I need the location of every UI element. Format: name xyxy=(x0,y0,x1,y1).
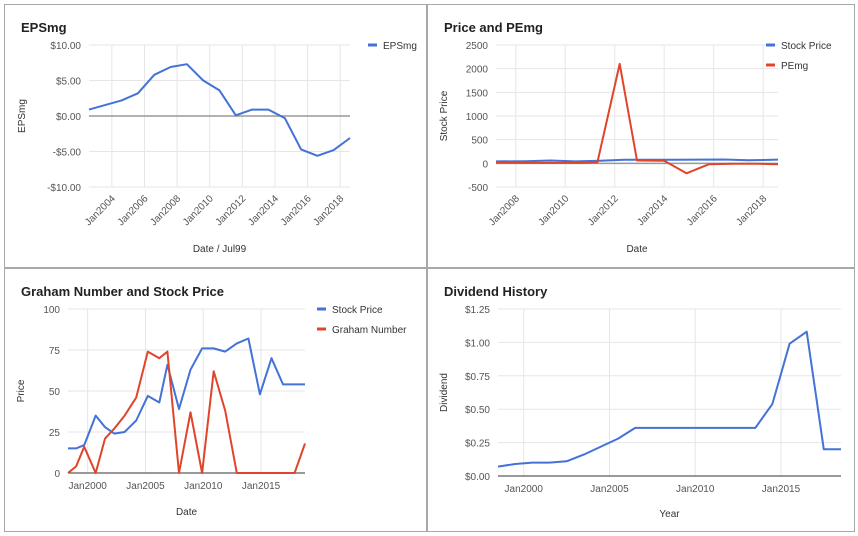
series-line-dividend xyxy=(497,330,841,468)
series-line-pemg xyxy=(495,62,779,175)
y-axis-title: Stock Price xyxy=(439,90,450,141)
y-tick-label: $5.00 xyxy=(56,77,81,88)
y-tick-label: 25 xyxy=(49,428,61,439)
y-tick-label: 1500 xyxy=(466,88,489,99)
y-tick-label: $0.25 xyxy=(465,439,490,450)
x-tick-label: Jan2010 xyxy=(536,193,571,228)
y-tick-label: 500 xyxy=(471,136,488,147)
legend-label: Stock Price xyxy=(781,41,832,52)
eps-chart: $10.00$5.00$0.00-$5.00-$10.00Jan2004Jan2… xyxy=(17,41,417,255)
graham-chart-panel: Graham Number and Stock Price 100 75 50 25 0… xyxy=(4,268,427,532)
y-tick-label: $10.00 xyxy=(50,41,81,52)
y-tick-label: 0 xyxy=(54,469,60,480)
dividend-chart-title: Dividend History xyxy=(444,284,548,299)
price-pemg-chart-panel: Price and PEmg 2500 2000 1500 1000 500 0 -500 J… xyxy=(427,4,855,268)
y-tick-label: -$10.00 xyxy=(47,183,81,194)
x-axis-title: Date / Jul99 xyxy=(193,244,247,255)
y-tick-label: 50 xyxy=(49,387,61,398)
x-tick-label: Jan2016 xyxy=(279,193,314,228)
x-tick-label: Jan2008 xyxy=(148,193,183,228)
legend-label: PEmg xyxy=(781,61,808,72)
y-axis-title: Price xyxy=(16,379,27,402)
x-tick-label: Jan2015 xyxy=(762,484,801,495)
eps-chart-title: EPSmg xyxy=(21,20,67,35)
y-tick-label: 100 xyxy=(43,305,60,316)
x-tick-label: Jan2016 xyxy=(685,193,720,228)
price-pemg-chart-title: Price and PEmg xyxy=(444,20,543,35)
legend-label: Graham Number xyxy=(332,325,407,336)
x-axis-title: Date xyxy=(626,244,648,255)
legend-label: Stock Price xyxy=(332,305,383,316)
x-tick-label: Jan2015 xyxy=(242,481,281,492)
y-axis-title: EPSmg xyxy=(17,99,28,133)
y-tick-label: $1.25 xyxy=(465,305,490,316)
x-tick-label: Jan2012 xyxy=(586,193,621,228)
y-tick-label: 75 xyxy=(49,346,61,357)
y-tick-label: $0.50 xyxy=(465,405,490,416)
y-tick-label: $0.75 xyxy=(465,372,490,383)
x-tick-label: Jan2006 xyxy=(116,193,151,228)
y-tick-label: 0 xyxy=(482,159,488,170)
x-axis-title: Date xyxy=(176,507,198,518)
series-line-stock-price xyxy=(68,337,305,450)
y-tick-label: 2000 xyxy=(466,65,489,76)
y-tick-label: -500 xyxy=(468,183,488,194)
y-axis-title: Dividend xyxy=(439,373,450,412)
graham-chart-title: Graham Number and Stock Price xyxy=(21,284,225,299)
x-tick-label: Jan2008 xyxy=(487,193,522,228)
x-tick-label: Jan2010 xyxy=(181,193,216,228)
series-line-graham-number xyxy=(67,350,306,474)
graham-chart: 100 75 50 25 0 Jan2000 Jan2005 Jan2010 Jan2015 Da… xyxy=(16,305,407,518)
x-tick-label: Jan2014 xyxy=(635,193,670,228)
x-tick-label: Jan2005 xyxy=(126,481,165,492)
x-axis-title: Year xyxy=(659,509,680,520)
x-tick-label: Jan2018 xyxy=(311,193,346,228)
x-tick-label: Jan2004 xyxy=(83,193,118,228)
series-line-epsmg xyxy=(88,63,351,157)
eps-chart-panel: EPSmg $10.00 $5.00 $0.00 -$5.00 -$10.00 Jan20… xyxy=(4,4,427,268)
x-tick-label: Jan2010 xyxy=(184,481,223,492)
x-tick-label: Jan2000 xyxy=(68,481,107,492)
x-tick-label: Jan2014 xyxy=(246,193,281,228)
y-tick-label: $0.00 xyxy=(465,472,490,483)
y-tick-label: $1.00 xyxy=(465,338,490,349)
x-tick-label: Jan2000 xyxy=(505,484,544,495)
dividend-chart: $1.25 $1.00 $0.75 $0.50 $0.25 $0.00 Jan2000 Jan… xyxy=(439,305,841,520)
y-tick-label: 2500 xyxy=(466,41,489,52)
x-tick-label: Jan2012 xyxy=(214,193,249,228)
x-tick-label: Jan2018 xyxy=(734,193,769,228)
x-tick-label: Jan2010 xyxy=(676,484,715,495)
legend-label: EPSmg xyxy=(383,41,417,52)
x-tick-label: Jan2005 xyxy=(590,484,629,495)
y-tick-label: 1000 xyxy=(466,112,489,123)
dividend-chart-panel: Dividend History $1.25 $1.00 $0.75 $0.50 $0.… xyxy=(427,268,855,532)
y-tick-label: $0.00 xyxy=(56,112,81,123)
y-tick-label: -$5.00 xyxy=(53,148,82,159)
